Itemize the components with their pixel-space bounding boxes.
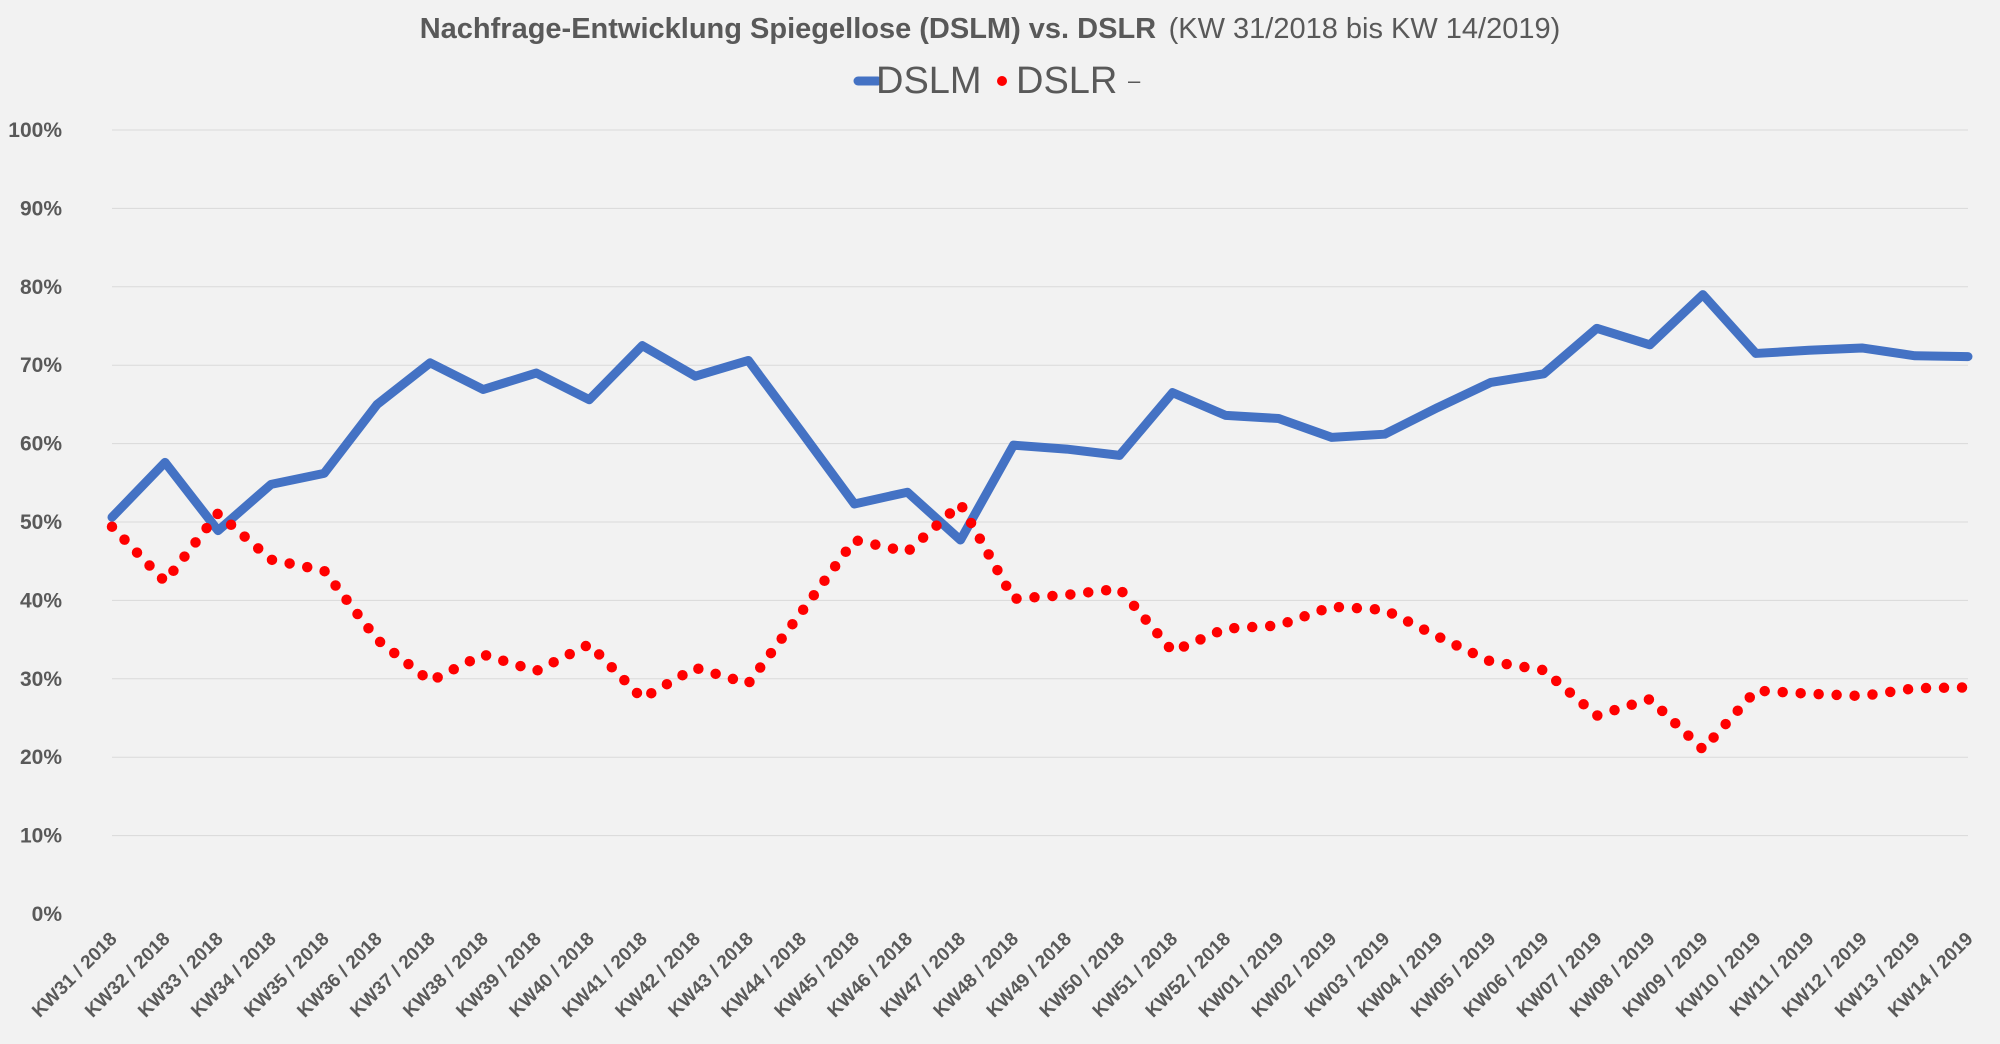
series-line-dslr (106, 498, 1974, 755)
gridlines (112, 129, 1968, 837)
legend-label-dslr: DSLR (1016, 60, 1117, 102)
y-tick-label: 60% (20, 433, 62, 456)
y-axis-ticks: 0% 10% 20% 30% 40% 50% 60% 70% 80% 90% 100% (8, 119, 62, 926)
legend: DSLM DSLR – (853, 60, 1141, 102)
legend-swatch-dslr (997, 76, 1007, 86)
y-tick-label: 80% (20, 276, 62, 299)
y-tick-label: 90% (20, 197, 62, 220)
y-tick-label: 70% (20, 354, 62, 377)
series-line-dslm (107, 290, 1973, 545)
chart-title-line: Nachfrage-Entwicklung Spiegellose (DSLM)… (420, 13, 1561, 45)
chart-title: Nachfrage-Entwicklung Spiegellose (DSLM)… (420, 13, 1156, 45)
y-tick-label: 10% (20, 825, 62, 848)
y-tick-label: 40% (20, 589, 62, 612)
y-tick-label: 30% (20, 668, 62, 691)
legend-trailing-mark: – (1128, 68, 1141, 93)
legend-label-dslm: DSLM (876, 60, 982, 102)
y-tick-label: 0% (32, 903, 63, 926)
y-tick-label: 100% (8, 119, 62, 142)
y-tick-label: 50% (20, 511, 62, 534)
series-layer (106, 290, 1974, 755)
y-tick-label: 20% (20, 746, 62, 769)
chart-subtitle: (KW 31/2018 bis KW 14/2019) (1169, 13, 1561, 45)
